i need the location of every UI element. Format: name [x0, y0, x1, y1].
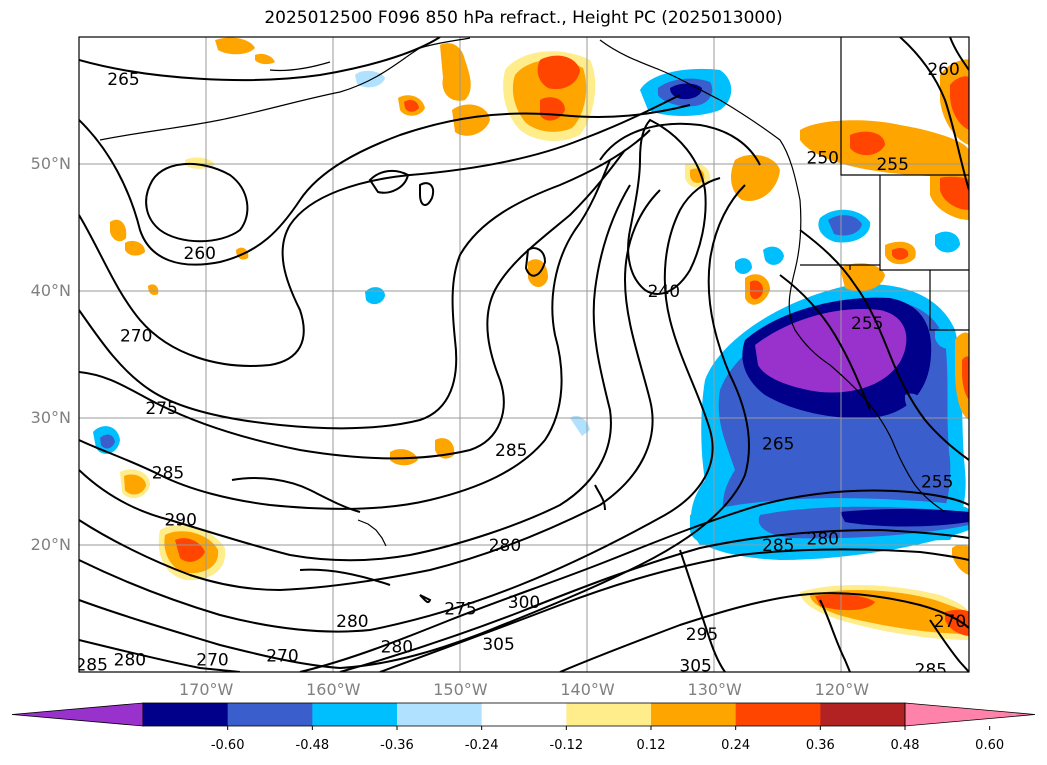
contour-label: 255: [921, 473, 953, 493]
contour-label: 285: [762, 536, 794, 556]
contour-label: 300: [508, 593, 540, 613]
contour-label: 280: [114, 650, 146, 670]
longitude-label: 120°W: [814, 680, 870, 699]
map-border: [78, 36, 970, 673]
contour-label: 270: [120, 326, 152, 346]
contour-label: 265: [762, 434, 794, 454]
colorbar: [11, 702, 1036, 730]
colorbar-segment: [227, 703, 313, 726]
colorbar-tick-label: -0.48: [295, 738, 330, 753]
contour-label: 250: [807, 149, 839, 169]
contour-label: 280: [381, 638, 413, 658]
colorbar-segment: [651, 703, 737, 726]
contour-label: 280: [807, 530, 839, 550]
contour-label: 285: [495, 441, 527, 461]
contour-label: 280: [336, 612, 368, 632]
colorbar-segment: [820, 703, 906, 726]
contour-label: 270: [196, 650, 228, 670]
contour-label: 275: [145, 399, 177, 419]
colorbar-segment: [143, 703, 229, 726]
contour-label: 260: [927, 60, 959, 80]
latitude-label: 40°N: [30, 281, 71, 300]
colorbar-segment: [566, 703, 652, 726]
contour-label: 280: [489, 536, 521, 556]
contour-label: 255: [876, 155, 908, 175]
colorbar-tick-label: 0.36: [805, 738, 835, 753]
contour-label: 270: [934, 612, 966, 632]
latitude-label: 20°N: [30, 535, 71, 554]
colorbar-tick-label: -0.12: [549, 738, 584, 753]
contour-label: 285: [75, 655, 107, 675]
colorbar-tick-label: -0.36: [380, 738, 414, 753]
longitude-label: 140°W: [560, 680, 615, 699]
longitude-label: 130°W: [687, 680, 742, 699]
colorbar-tick-label: -0.24: [464, 738, 499, 753]
colorbar-segment: [735, 703, 821, 726]
contour-label: 270: [266, 646, 298, 666]
contour-label: 305: [679, 657, 711, 677]
colorbar-outline: [142, 702, 906, 727]
colorbar-segment: [397, 703, 483, 726]
longitude-label: 160°W: [306, 680, 361, 699]
gridlines: [79, 37, 969, 672]
colorbar-segment: [481, 703, 567, 726]
map-title: 2025012500 F096 850 hPa refract., Height…: [264, 8, 783, 28]
colorbar-extend-low: [11, 702, 144, 727]
contour-label: 275: [444, 600, 476, 620]
longitude-label: 170°W: [178, 680, 234, 699]
colorbar-tick-label: 0.48: [890, 738, 920, 753]
colorbar-tick-label: 0.24: [721, 738, 751, 753]
contour-labels: 265 260 270 275 285 290 285 280 270 270 280 280 275 3…: [75, 60, 966, 680]
colorbar-segment: [312, 703, 398, 726]
colorbar-extend-high: [904, 702, 1036, 727]
contour-label: 285: [915, 660, 947, 680]
contour-label: 260: [184, 244, 216, 264]
colorbar-tick-label: 0.60: [975, 738, 1005, 753]
coastlines: [99, 37, 969, 547]
height-contours: [79, 37, 969, 672]
longitude-label: 150°W: [433, 680, 488, 699]
contour-label: 305: [482, 635, 514, 655]
contour-label: 265: [107, 70, 139, 90]
latitude-label: 50°N: [30, 154, 71, 173]
contour-label: 285: [152, 464, 184, 484]
map-plot-area: 265 260 270 275 285 290 285 280 270 270 280 280 275 3…: [75, 37, 969, 680]
colorbar-tick-label: 0.12: [636, 738, 666, 753]
contour-label: 290: [164, 511, 196, 531]
latitude-label: 30°N: [30, 408, 71, 427]
contour-label: 295: [686, 625, 718, 645]
contour-label: 255: [851, 314, 883, 334]
contour-label: 240: [648, 282, 680, 302]
colorbar-tick-label: -0.60: [210, 738, 245, 753]
